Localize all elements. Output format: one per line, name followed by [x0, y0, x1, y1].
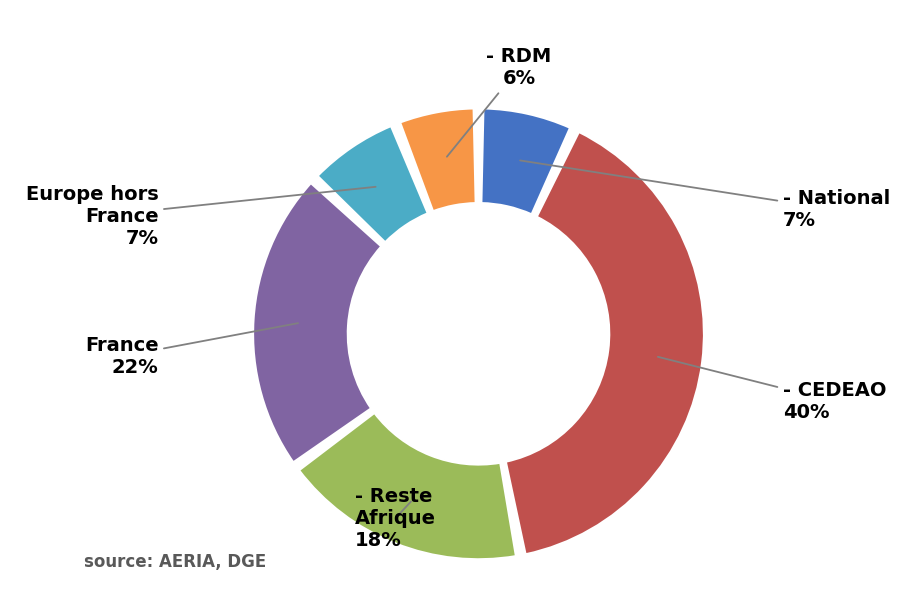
Wedge shape: [482, 109, 570, 214]
Text: - National
7%: - National 7%: [520, 160, 890, 230]
Wedge shape: [400, 109, 476, 211]
Wedge shape: [299, 413, 516, 559]
Text: - RDM
6%: - RDM 6%: [447, 47, 552, 157]
Text: Europe hors
France
7%: Europe hors France 7%: [26, 185, 375, 248]
Wedge shape: [253, 183, 382, 463]
Text: - CEDEAO
40%: - CEDEAO 40%: [658, 357, 886, 422]
Text: source: AERIA, DGE: source: AERIA, DGE: [84, 553, 266, 571]
Text: - Reste
Afrique
18%: - Reste Afrique 18%: [355, 487, 436, 550]
Wedge shape: [318, 126, 428, 242]
Text: France
22%: France 22%: [85, 323, 298, 377]
Wedge shape: [506, 132, 704, 554]
